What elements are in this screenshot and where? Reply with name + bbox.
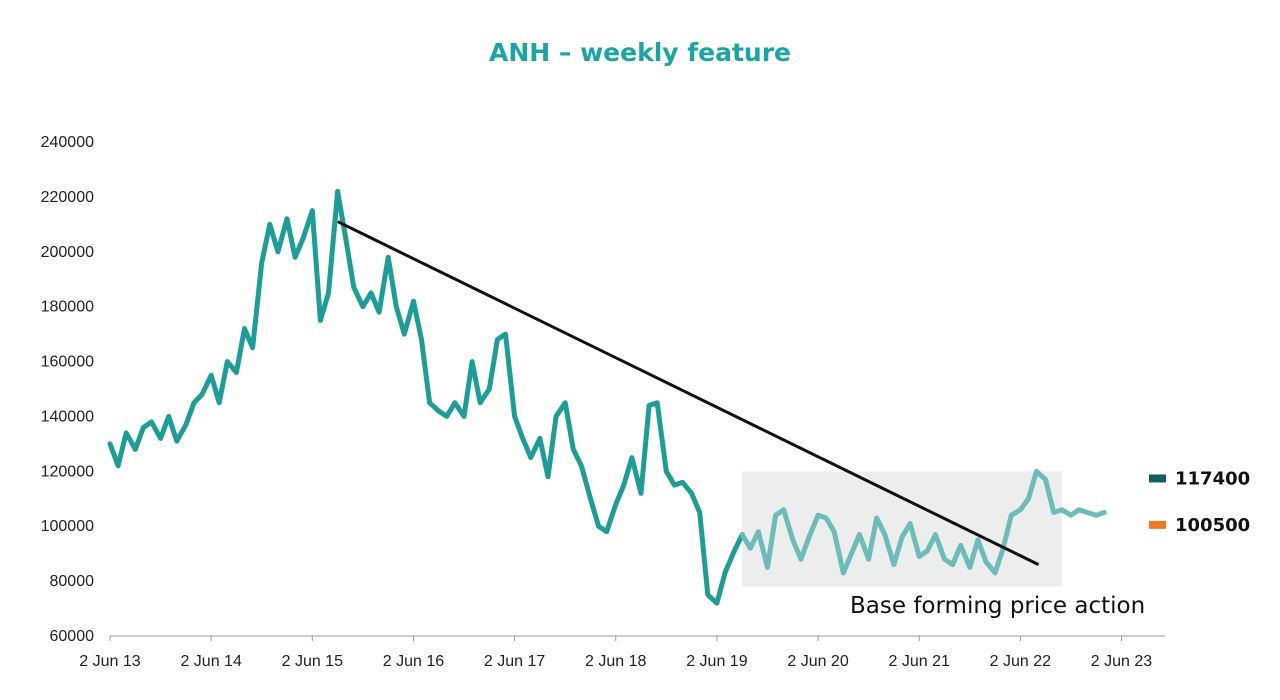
x-tick-label: 2 Jun 20 [787, 653, 848, 670]
x-tick-label: 2 Jun 18 [585, 653, 646, 670]
chart-title: ANH – weekly feature [488, 38, 792, 67]
x-tick-label: 2 Jun 15 [282, 653, 343, 670]
annotation-base-forming: Base forming price action [850, 593, 1145, 619]
y-tick-label: 180000 [41, 299, 94, 316]
x-tick-label: 2 Jun 21 [889, 653, 950, 670]
y-tick-label: 160000 [41, 354, 94, 371]
price-line-highlighted [739, 468, 1107, 576]
x-tick-label: 2 Jun 17 [484, 653, 545, 670]
x-tick-label: 2 Jun 23 [1091, 653, 1152, 670]
end-marker [1149, 520, 1166, 529]
y-tick-label: 80000 [50, 573, 95, 590]
x-tick-label: 2 Jun 22 [990, 653, 1051, 670]
x-tick-label: 2 Jun 19 [686, 653, 747, 670]
downtrend-line [336, 220, 1040, 566]
x-tick-label: 2 Jun 14 [180, 653, 241, 670]
y-tick-label: 200000 [41, 244, 94, 261]
x-tick-label: 2 Jun 16 [383, 653, 444, 670]
x-tick-label: 2 Jun 13 [79, 653, 140, 670]
y-tick-label: 60000 [50, 628, 95, 645]
price-line [107, 188, 745, 606]
end-value-label: 100500 [1175, 515, 1250, 536]
y-tick-label: 100000 [41, 518, 94, 535]
y-tick-label: 220000 [41, 189, 94, 206]
y-tick-label: 120000 [41, 463, 94, 480]
y-tick-label: 240000 [41, 134, 94, 151]
y-tick-label: 140000 [41, 408, 94, 425]
end-value-label: 117400 [1175, 468, 1250, 489]
end-marker [1149, 474, 1166, 483]
